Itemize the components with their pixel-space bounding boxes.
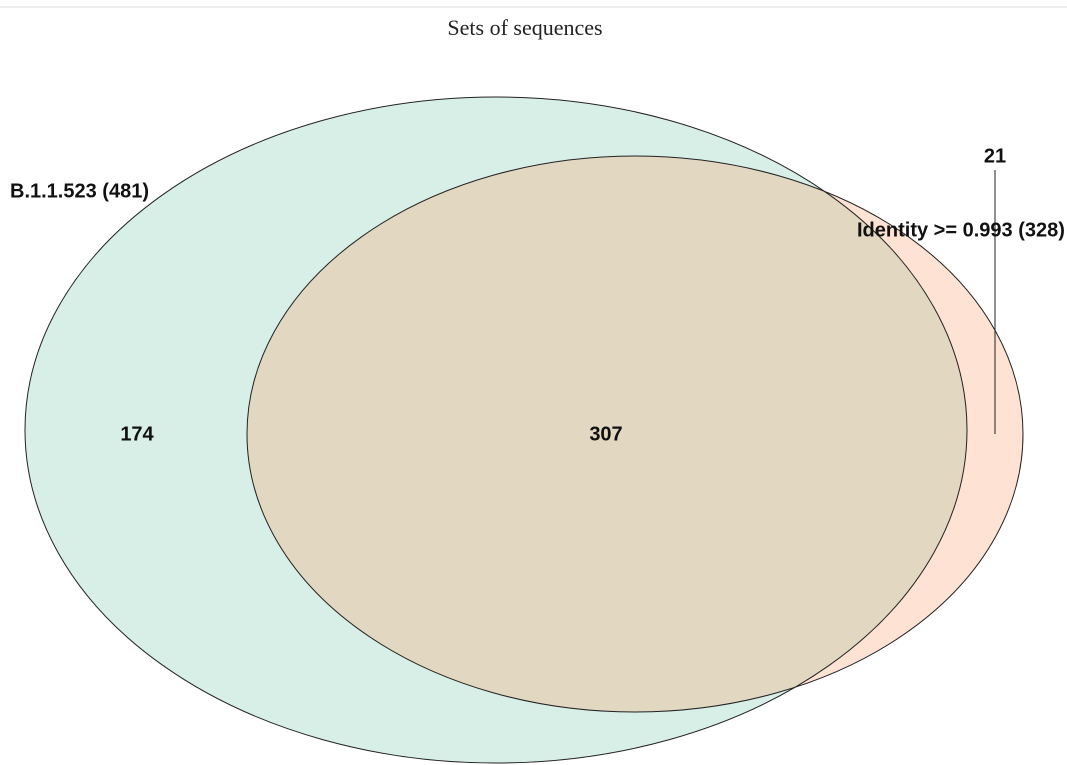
set-ellipse	[247, 156, 1023, 712]
region-count: 307	[589, 423, 622, 445]
set-ellipse	[25, 97, 967, 763]
set-label: Identity >= 0.993 (328)	[857, 219, 1065, 241]
set-label: B.1.1.523 (481)	[10, 180, 149, 202]
region-count: 174	[120, 423, 154, 445]
set-outline	[246, 155, 1024, 713]
chart-title: Sets of sequences	[447, 15, 602, 40]
region-count: 21	[984, 145, 1006, 167]
set-outline	[24, 96, 968, 764]
